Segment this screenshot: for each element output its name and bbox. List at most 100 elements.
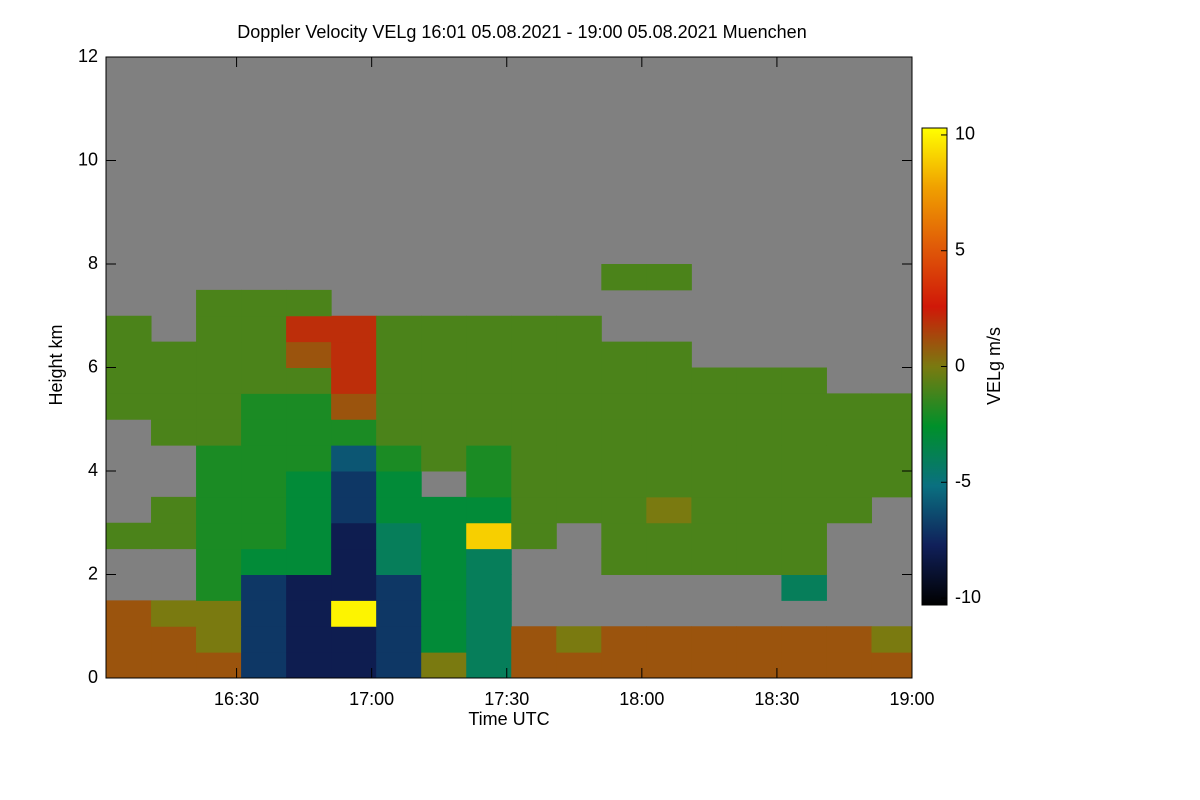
heat-cell bbox=[196, 393, 242, 420]
heat-cell bbox=[691, 548, 737, 575]
heat-cell bbox=[196, 315, 242, 343]
heat-cell bbox=[196, 574, 242, 601]
heat-cell bbox=[556, 315, 602, 343]
heat-cell bbox=[466, 626, 512, 653]
heat-cell bbox=[376, 626, 422, 653]
heat-cell bbox=[781, 522, 827, 550]
x-tick-label: 17:30 bbox=[484, 689, 529, 709]
heat-cell bbox=[556, 419, 602, 446]
heat-cell bbox=[331, 393, 377, 420]
heat-cell bbox=[241, 600, 287, 627]
heat-cell bbox=[241, 289, 287, 317]
heat-cell bbox=[196, 522, 242, 550]
heat-cell bbox=[646, 445, 692, 472]
heat-cell bbox=[646, 548, 692, 575]
heat-cell bbox=[556, 341, 602, 368]
heat-cell bbox=[466, 367, 512, 394]
heat-cell bbox=[511, 652, 557, 679]
heat-cell bbox=[781, 471, 827, 498]
heat-cell bbox=[376, 445, 422, 472]
heat-cell bbox=[466, 522, 512, 550]
heat-cell bbox=[421, 626, 467, 653]
heat-cell bbox=[826, 471, 872, 498]
heat-cell bbox=[826, 652, 872, 679]
heat-cell bbox=[106, 393, 152, 420]
heat-cell bbox=[151, 652, 197, 679]
heat-cell bbox=[646, 419, 692, 446]
heat-cell bbox=[556, 367, 602, 394]
heat-cell bbox=[646, 367, 692, 394]
heat-cell bbox=[421, 600, 467, 627]
heat-cell bbox=[196, 496, 242, 524]
heat-cell bbox=[691, 445, 737, 472]
heat-cell bbox=[241, 341, 287, 368]
heat-cell bbox=[286, 471, 332, 498]
heat-cell bbox=[331, 315, 377, 343]
heat-cell bbox=[511, 626, 557, 653]
heat-cell bbox=[241, 419, 287, 446]
heat-cell bbox=[151, 522, 197, 550]
heat-cell bbox=[736, 652, 782, 679]
heat-cell bbox=[871, 445, 913, 472]
heat-cell bbox=[691, 367, 737, 394]
heat-cell bbox=[736, 471, 782, 498]
heat-cell bbox=[151, 393, 197, 420]
heat-cell bbox=[286, 652, 332, 679]
heat-cell bbox=[196, 419, 242, 446]
heat-cell bbox=[826, 445, 872, 472]
heat-cell bbox=[736, 445, 782, 472]
heat-cell bbox=[691, 419, 737, 446]
heat-cell bbox=[286, 522, 332, 550]
heat-cell bbox=[511, 341, 557, 368]
heat-cell bbox=[376, 600, 422, 627]
heat-cell bbox=[196, 341, 242, 368]
heat-cell bbox=[691, 626, 737, 653]
heat-cell bbox=[511, 315, 557, 343]
heat-cell bbox=[511, 496, 557, 524]
heat-cell bbox=[871, 471, 913, 498]
heat-cell bbox=[196, 445, 242, 472]
heat-cell bbox=[556, 393, 602, 420]
heat-cell bbox=[646, 496, 692, 524]
heat-cell bbox=[421, 574, 467, 601]
heat-cell bbox=[691, 496, 737, 524]
heat-cell bbox=[286, 419, 332, 446]
heat-cell bbox=[826, 626, 872, 653]
heat-cell bbox=[286, 496, 332, 524]
heat-cell bbox=[736, 419, 782, 446]
heat-cell bbox=[286, 367, 332, 394]
heat-cell bbox=[241, 445, 287, 472]
heat-cell bbox=[466, 471, 512, 498]
heat-cell bbox=[871, 419, 913, 446]
heat-cell bbox=[196, 289, 242, 317]
heat-cell bbox=[646, 393, 692, 420]
heat-cell bbox=[106, 626, 152, 653]
heat-cell bbox=[466, 652, 512, 679]
heat-cell bbox=[106, 367, 152, 394]
heat-cell bbox=[241, 393, 287, 420]
heat-cell bbox=[601, 419, 647, 446]
colorbar-tick-label: -10 bbox=[955, 587, 981, 607]
heat-cell bbox=[106, 600, 152, 627]
y-tick-label: 10 bbox=[78, 149, 98, 169]
heat-cell bbox=[826, 496, 872, 524]
y-axis-label: Height km bbox=[46, 324, 66, 405]
heat-cell bbox=[736, 367, 782, 394]
colorbar-tick-label: -5 bbox=[955, 471, 971, 491]
colorbar-tick-label: 0 bbox=[955, 355, 965, 375]
heat-cell bbox=[151, 496, 197, 524]
heat-cell bbox=[286, 548, 332, 575]
heat-cell bbox=[376, 652, 422, 679]
heat-cell bbox=[466, 315, 512, 343]
heat-cell bbox=[826, 419, 872, 446]
x-axis-label: Time UTC bbox=[468, 709, 549, 729]
x-tick-label: 19:00 bbox=[889, 689, 934, 709]
heat-cell bbox=[196, 626, 242, 653]
heat-cell bbox=[826, 393, 872, 420]
heat-cell bbox=[511, 393, 557, 420]
heat-cell bbox=[421, 315, 467, 343]
heat-cell bbox=[421, 445, 467, 472]
heat-cell bbox=[106, 522, 152, 550]
heat-cell bbox=[421, 367, 467, 394]
heat-cell bbox=[421, 393, 467, 420]
